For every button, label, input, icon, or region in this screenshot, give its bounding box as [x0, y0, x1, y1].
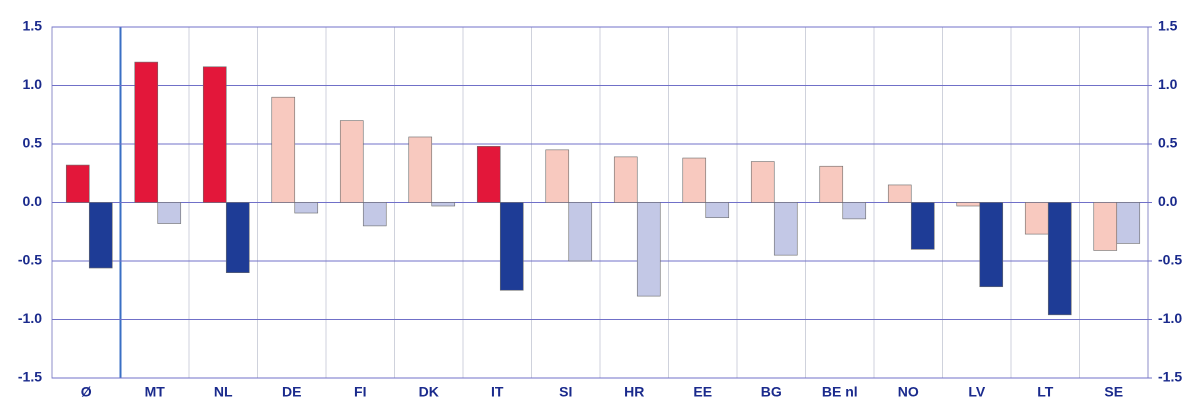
bar: [705, 202, 730, 219]
bar: [613, 156, 638, 203]
x-tick-label: SE: [1104, 384, 1123, 400]
y-tick-label: -1.5: [18, 369, 42, 385]
bar: [1116, 202, 1141, 244]
bar: [225, 202, 250, 273]
bar: [88, 202, 113, 269]
y-tick-label: 0.0: [23, 193, 43, 209]
bar: [956, 202, 981, 207]
x-tick-label: NO: [898, 384, 919, 400]
x-tick-label: LV: [968, 384, 986, 400]
bar: [271, 96, 296, 203]
x-tick-label: BE nl: [822, 384, 858, 400]
bar: [1047, 202, 1072, 316]
bar: [682, 157, 707, 203]
y2-tick-label: -1.5: [1158, 369, 1182, 385]
bar: [842, 202, 867, 220]
x-tick-label: NL: [214, 384, 233, 400]
x-tick-label: Ø: [81, 384, 92, 400]
bar: [887, 184, 912, 203]
bar: [1024, 202, 1049, 235]
x-tick-label: BG: [761, 384, 782, 400]
y2-tick-label: 0.0: [1158, 193, 1178, 209]
bar: [476, 146, 501, 203]
bar: [1093, 202, 1118, 251]
bar: [499, 202, 524, 291]
y-tick-label: -1.0: [18, 310, 42, 326]
bar: [636, 202, 661, 297]
y-tick-label: 1.0: [23, 76, 43, 92]
y2-tick-label: -1.0: [1158, 310, 1182, 326]
y-tick-label: -0.5: [18, 252, 42, 268]
bar: [773, 202, 798, 256]
bar: [134, 61, 159, 203]
bar: [819, 165, 844, 203]
bar: [979, 202, 1004, 288]
x-tick-label: DK: [419, 384, 439, 400]
bar: [362, 202, 387, 227]
bar: [408, 136, 433, 203]
y2-tick-label: 0.5: [1158, 135, 1178, 151]
bar: [202, 66, 227, 203]
y2-tick-label: 1.5: [1158, 18, 1178, 34]
y-tick-label: 1.5: [23, 18, 43, 34]
x-tick-label: SI: [559, 384, 572, 400]
x-tick-label: EE: [693, 384, 712, 400]
bar: [545, 149, 570, 203]
x-tick-label: LT: [1037, 384, 1054, 400]
bar: [65, 164, 90, 203]
bar: [431, 202, 456, 207]
x-tick-label: FI: [354, 384, 366, 400]
x-tick-label: IT: [491, 384, 504, 400]
bar: [294, 202, 319, 214]
x-tick-label: MT: [145, 384, 166, 400]
bar: [339, 120, 364, 203]
bar: [568, 202, 593, 262]
bar: [157, 202, 182, 224]
bar: [910, 202, 935, 250]
x-tick-label: DE: [282, 384, 301, 400]
y2-tick-label: -0.5: [1158, 252, 1182, 268]
bar: [750, 161, 775, 203]
y2-tick-label: 1.0: [1158, 76, 1178, 92]
y-tick-label: 0.5: [23, 135, 43, 151]
x-tick-label: HR: [624, 384, 644, 400]
